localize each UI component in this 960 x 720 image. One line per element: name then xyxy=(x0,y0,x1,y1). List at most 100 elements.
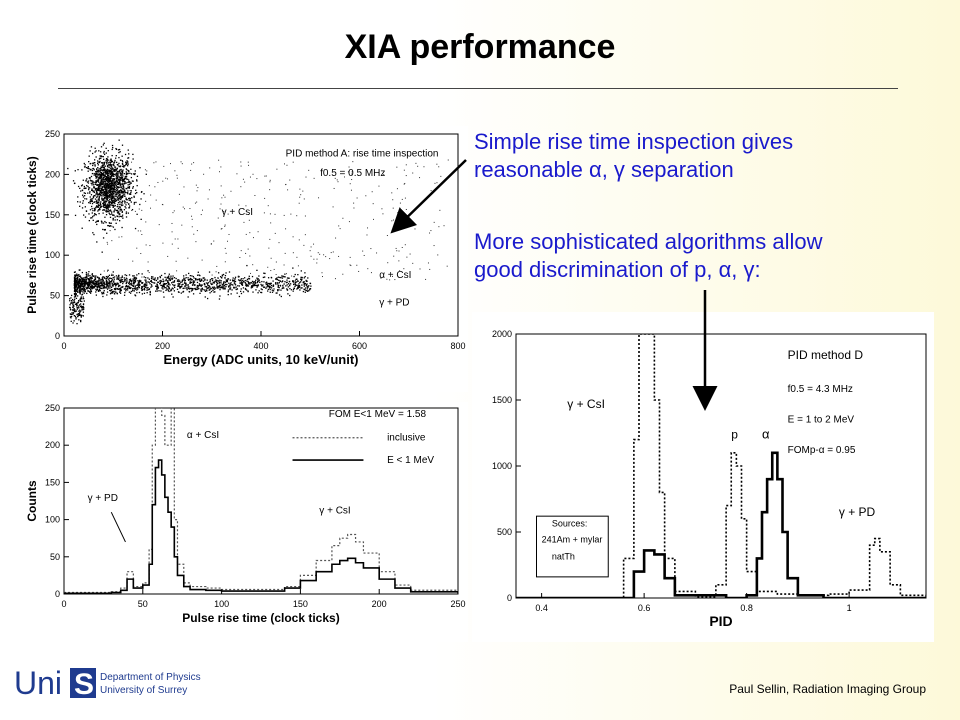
scatter-point xyxy=(101,182,103,185)
scatter-point xyxy=(297,265,299,267)
scatter-point xyxy=(109,289,111,292)
scatter-point xyxy=(102,280,104,282)
scatter-point xyxy=(111,277,113,280)
scatter-point xyxy=(248,278,251,280)
scatter-point xyxy=(83,281,86,283)
scatter-point xyxy=(275,292,277,294)
scatter-point xyxy=(135,279,137,281)
scatter-point xyxy=(117,277,119,279)
scatter-point xyxy=(262,286,265,288)
scatter-point xyxy=(228,282,230,284)
scatter-point xyxy=(117,179,120,181)
scatter-point xyxy=(250,285,253,288)
scatter-point xyxy=(90,280,92,282)
scatter-point xyxy=(121,278,123,281)
scatter-point xyxy=(249,176,251,178)
scatter-point xyxy=(92,182,94,184)
scatter-point xyxy=(124,182,126,185)
scatter-point xyxy=(114,166,117,168)
scatter-point xyxy=(299,196,301,198)
scatter-point xyxy=(131,210,133,212)
scatter-point xyxy=(130,176,133,179)
scatter-point xyxy=(103,287,105,290)
scatter-point xyxy=(224,277,226,279)
scatter-point xyxy=(101,191,103,193)
scatter-point xyxy=(91,199,93,202)
scatter-point xyxy=(106,270,108,272)
scatter-point xyxy=(210,243,212,245)
scatter-point xyxy=(89,286,92,288)
scatter-point xyxy=(103,209,105,211)
scatter-point xyxy=(78,312,81,314)
scatter-point xyxy=(125,216,128,218)
logo-line1: Department of Physics xyxy=(100,672,201,683)
scatter-point xyxy=(105,177,107,179)
scatter-point xyxy=(121,179,123,182)
scatter-point xyxy=(85,278,88,281)
scatter-point xyxy=(159,280,161,282)
scatter-point xyxy=(81,207,84,209)
scatter-point xyxy=(308,289,310,292)
annotation-gamma-pd-pointer xyxy=(110,511,126,543)
scatter-point xyxy=(133,203,135,205)
scatter-point xyxy=(95,175,97,177)
scatter-point xyxy=(136,184,138,187)
scatter-point xyxy=(121,196,124,199)
scatter-point xyxy=(83,300,85,302)
scatter-point xyxy=(102,162,104,164)
scatter-point xyxy=(91,217,93,219)
scatter-point xyxy=(110,174,113,176)
scatter-point xyxy=(126,201,128,204)
scatter-point xyxy=(405,175,407,177)
scatter-point xyxy=(118,151,120,154)
scatter-point xyxy=(150,277,153,279)
scatter-point xyxy=(95,171,97,173)
scatter-point xyxy=(115,187,118,189)
scatter-point xyxy=(244,181,246,183)
scatter-point xyxy=(274,213,276,215)
scatter-point xyxy=(106,160,109,162)
scatter-point xyxy=(225,279,228,281)
scatter-point xyxy=(102,183,104,186)
scatter-point xyxy=(86,275,88,277)
scatter-point xyxy=(109,281,111,284)
scatter-point xyxy=(87,273,90,275)
scatter-point xyxy=(125,178,127,180)
scatter-point xyxy=(122,194,125,196)
scatter-point xyxy=(139,203,141,206)
scatter-point xyxy=(101,293,103,295)
scatter-point xyxy=(193,280,195,282)
scatter-point xyxy=(294,273,296,276)
scatter-point xyxy=(110,197,112,199)
scatter-point xyxy=(280,295,282,298)
scatter-point xyxy=(94,173,97,175)
scatter-point xyxy=(114,209,116,211)
scatter-point xyxy=(92,196,95,199)
scatter-point xyxy=(403,268,405,270)
scatter-point xyxy=(300,270,302,272)
scatter-point xyxy=(107,278,110,280)
scatter-point xyxy=(292,236,294,238)
scatter-point xyxy=(121,155,123,157)
scatter-point xyxy=(79,285,82,287)
scatter-point xyxy=(69,309,72,311)
scatter-point xyxy=(286,281,288,283)
scatter-point xyxy=(238,276,240,278)
scatter-point xyxy=(110,201,112,203)
scatter-point xyxy=(299,281,301,284)
scatter-point xyxy=(111,202,114,204)
scatter-point xyxy=(133,290,136,292)
scatter-point xyxy=(99,206,102,208)
scatter-point xyxy=(439,209,441,211)
scatter-point xyxy=(120,277,122,279)
scatter-point xyxy=(257,231,259,233)
scatter-point xyxy=(91,188,93,190)
scatter-point xyxy=(74,276,76,278)
scatter-point xyxy=(81,169,83,171)
scatter-point xyxy=(90,278,92,280)
scatter-point xyxy=(147,261,149,263)
scatter-point xyxy=(119,172,122,175)
scatter-point xyxy=(288,285,291,287)
scatter-point xyxy=(101,172,104,175)
scatter-point xyxy=(292,161,294,163)
